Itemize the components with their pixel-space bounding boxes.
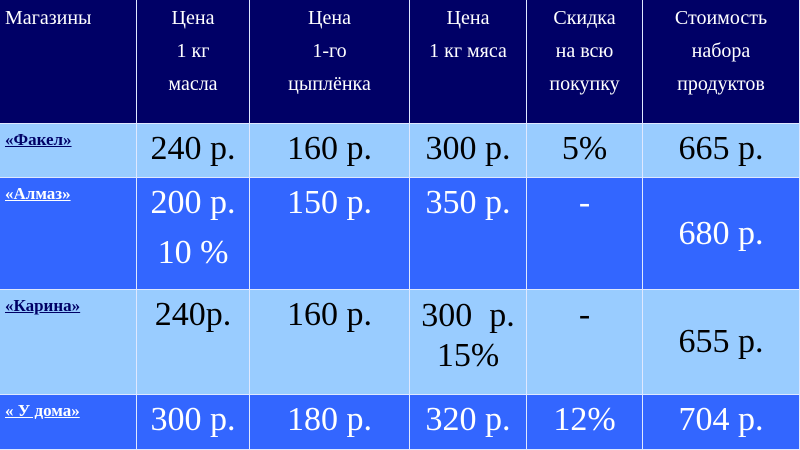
butter-price: 200 р. — [150, 184, 236, 221]
discount: 5% — [561, 130, 608, 167]
discount-cell: 5% — [527, 124, 643, 178]
store-link[interactable]: «Карина» — [0, 290, 137, 395]
meat-price-cell: 350 р. — [410, 178, 527, 290]
butter-price-cell: 300 р. — [137, 395, 250, 450]
header-discount: Скидка на всю покупку — [527, 0, 643, 124]
total-cost-cell: 704 р. — [643, 395, 800, 450]
store-link[interactable]: «Факел» — [0, 124, 137, 178]
header-line: Цена — [446, 7, 490, 29]
chicken-price-cell: 160 р. — [250, 290, 410, 395]
discount: 12% — [553, 401, 616, 438]
total-cost: 665 р. — [678, 130, 764, 167]
discount-cell: - — [527, 178, 643, 290]
total-cost: 704 р. — [678, 401, 764, 438]
header-stores: Магазины — [0, 0, 137, 124]
chicken-price-cell: 180 р. — [250, 395, 410, 450]
meat-price-cell: 320 р. — [410, 395, 527, 450]
header-line: 1 кг мяса — [429, 40, 507, 62]
header-line: Цена — [308, 7, 351, 29]
meat-price-note: 15% — [436, 337, 500, 374]
butter-price-cell: 200 р. 10 % — [137, 178, 250, 290]
header-line: Магазины — [5, 7, 92, 29]
meat-price: 350 р. — [425, 184, 511, 221]
chicken-price-cell: 150 р. — [250, 178, 410, 290]
chicken-price: 160 р. — [287, 296, 372, 333]
header-butter-price: Цена 1 кг масла — [137, 0, 250, 124]
butter-price-cell: 240р. — [137, 290, 250, 395]
header-line: цыплёнка — [288, 73, 371, 95]
meat-price-cell: 300 р. 15% — [410, 290, 527, 395]
butter-price: 240р. — [154, 296, 232, 333]
butter-price-cell: 240 р. — [137, 124, 250, 178]
discount: - — [578, 184, 591, 221]
total-cost-cell: 665 р. — [643, 124, 800, 178]
header-line: на всю — [555, 40, 614, 62]
butter-price: 300 р. — [150, 401, 236, 438]
header-total: Стоимость набора продуктов — [643, 0, 800, 124]
header-line: Скидка — [553, 7, 616, 29]
meat-price: 300 р. — [425, 130, 511, 167]
butter-price: 240 р. — [150, 130, 236, 167]
header-line: набора — [691, 40, 751, 62]
header-line: Цена — [171, 7, 215, 29]
store-link[interactable]: «Алмаз» — [0, 178, 137, 290]
header-line: 1-го — [312, 40, 347, 62]
meat-price: 300 р. — [421, 297, 515, 334]
total-cost-cell: 680 р. — [643, 178, 800, 290]
chicken-price: 180 р. — [287, 401, 372, 438]
header-line: Стоимость — [674, 7, 768, 29]
discount-cell: 12% — [527, 395, 643, 450]
total-cost-cell: 655 р. — [643, 290, 800, 395]
header-line: покупку — [549, 73, 620, 95]
header-line: продуктов — [677, 73, 765, 95]
header-line: масла — [168, 73, 218, 95]
discount: - — [578, 296, 591, 333]
store-link[interactable]: « У дома» — [0, 395, 137, 450]
total-cost: 655 р. — [678, 323, 764, 360]
header-line: 1 кг — [176, 40, 210, 62]
chicken-price-cell: 160 р. — [250, 124, 410, 178]
meat-price-cell: 300 р. — [410, 124, 527, 178]
total-cost: 680 р. — [678, 214, 764, 252]
header-meat-price: Цена 1 кг мяса — [410, 0, 527, 124]
meat-price: 320 р. — [425, 401, 511, 438]
chicken-price: 160 р. — [287, 130, 372, 167]
discount-cell: - — [527, 290, 643, 395]
header-chicken-price: Цена 1-го цыплёнка — [250, 0, 410, 124]
chicken-price: 150 р. — [287, 184, 372, 221]
butter-price-note: 10 % — [157, 234, 229, 271]
